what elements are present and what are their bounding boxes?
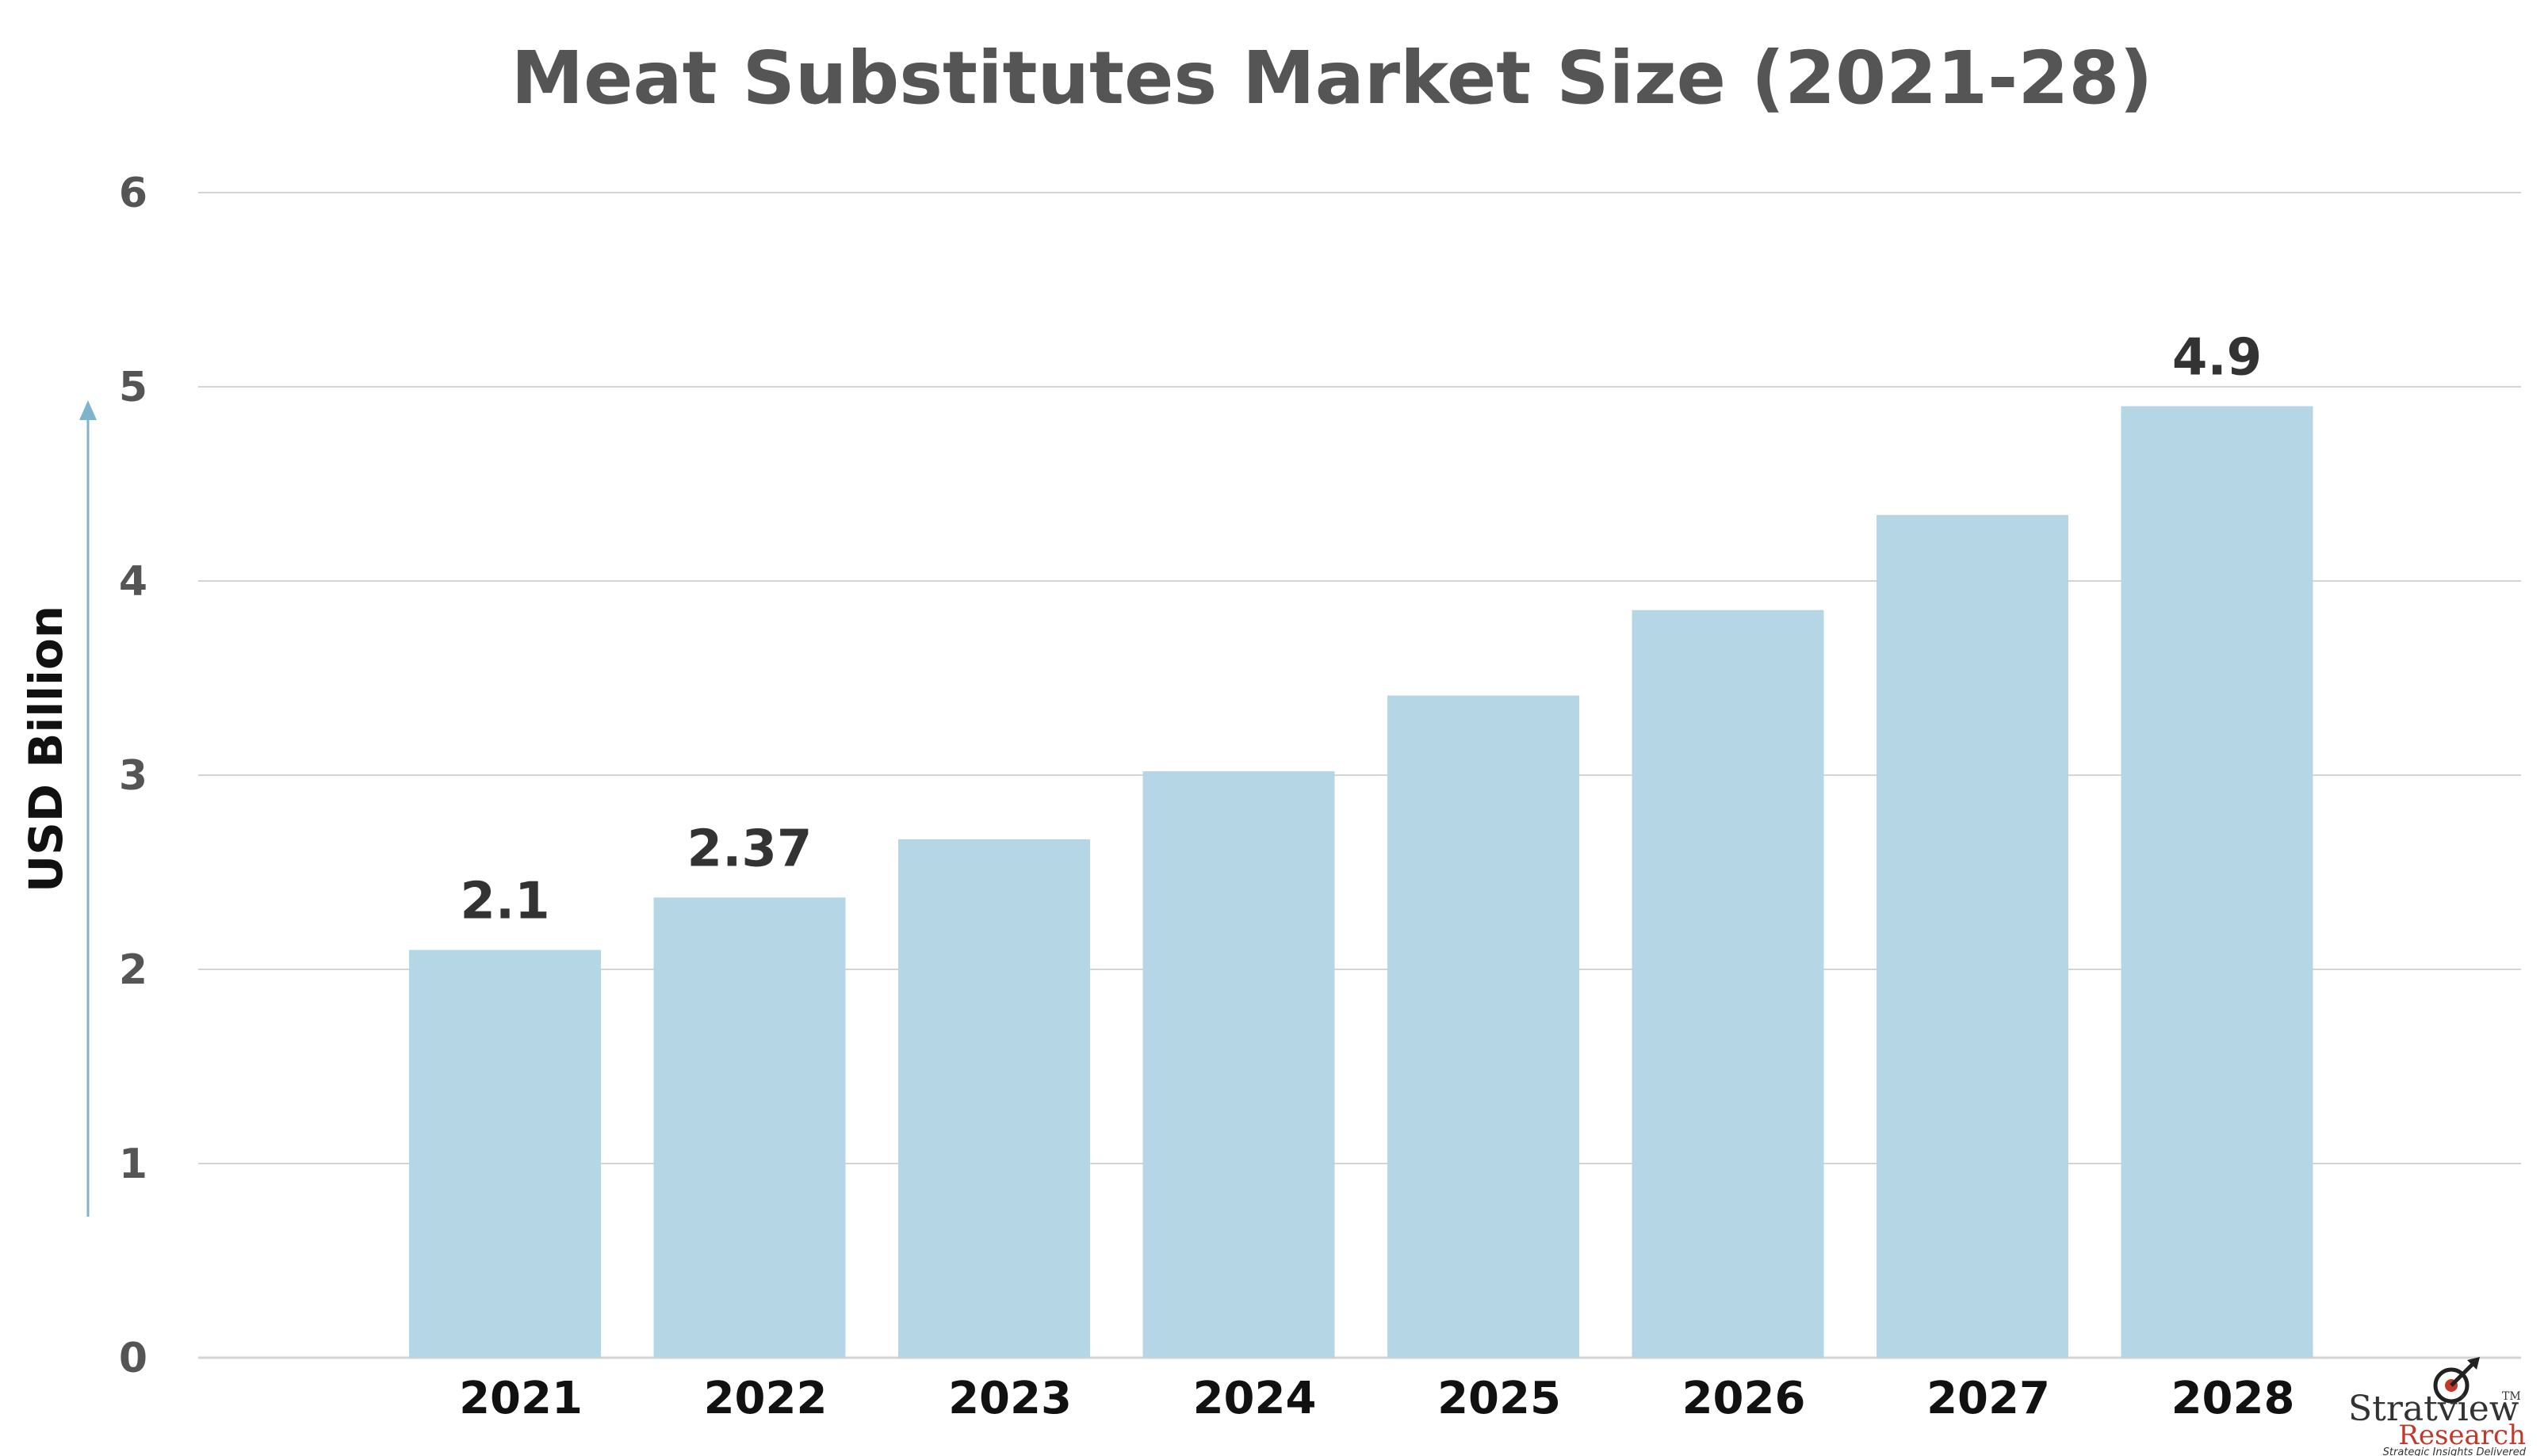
y-tick-label: 1 [119, 1141, 147, 1188]
bar-2021 [409, 950, 601, 1358]
x-tick-label-2025: 2025 [1437, 1373, 1561, 1424]
y-axis-label: USD Billion [19, 606, 73, 892]
logo-trademark: TM [2502, 1390, 2521, 1403]
logo-research: Research [2398, 1420, 2526, 1451]
x-axis-ticks: 2021 2022 2023 2024 2025 2026 2027 2028 [459, 1373, 2294, 1424]
logo-name: Stratview [2348, 1389, 2519, 1429]
bar-2027 [1877, 514, 2068, 1359]
x-tick-label-2022: 2022 [704, 1373, 828, 1424]
data-label-2021: 2.1 [460, 873, 549, 931]
data-labels: 2.1 2.37 4.9 [460, 329, 2262, 931]
x-tick-label-2027: 2027 [1926, 1373, 2050, 1424]
bars [409, 406, 2313, 1359]
y-axis-arrow [79, 400, 97, 1217]
bar-2022 [653, 897, 846, 1358]
y-tick-label: 3 [119, 752, 147, 800]
chart-title: Meat Substitutes Market Size (2021-28) [511, 36, 2153, 120]
logo-tagline: Strategic Insights Delivered [2383, 1446, 2527, 1456]
x-tick-label-2021: 2021 [459, 1373, 583, 1424]
y-tick-label: 4 [119, 558, 147, 606]
bar-2028 [2121, 406, 2313, 1358]
y-tick-label: 6 [119, 170, 147, 217]
x-tick-label-2026: 2026 [1682, 1373, 1806, 1424]
x-tick-label-2023: 2023 [948, 1373, 1072, 1424]
target-icon [2433, 1357, 2480, 1404]
bar-2025 [1387, 695, 1579, 1358]
y-axis-ticks: 0 1 2 3 4 5 6 [119, 170, 147, 1382]
data-label-2028: 4.9 [2172, 329, 2262, 388]
x-tick-label-2024: 2024 [1193, 1373, 1317, 1424]
y-tick-label: 5 [119, 364, 147, 411]
bar-2023 [898, 839, 1090, 1358]
bar-2024 [1142, 771, 1335, 1358]
y-tick-label: 0 [119, 1335, 147, 1382]
y-tick-label: 2 [119, 946, 147, 994]
data-label-2022: 2.37 [687, 820, 813, 878]
stratview-logo: Stratview TM Research Strategic Insights… [2348, 1357, 2527, 1456]
x-tick-label-2028: 2028 [2171, 1373, 2295, 1424]
bar-2026 [1632, 610, 1824, 1358]
